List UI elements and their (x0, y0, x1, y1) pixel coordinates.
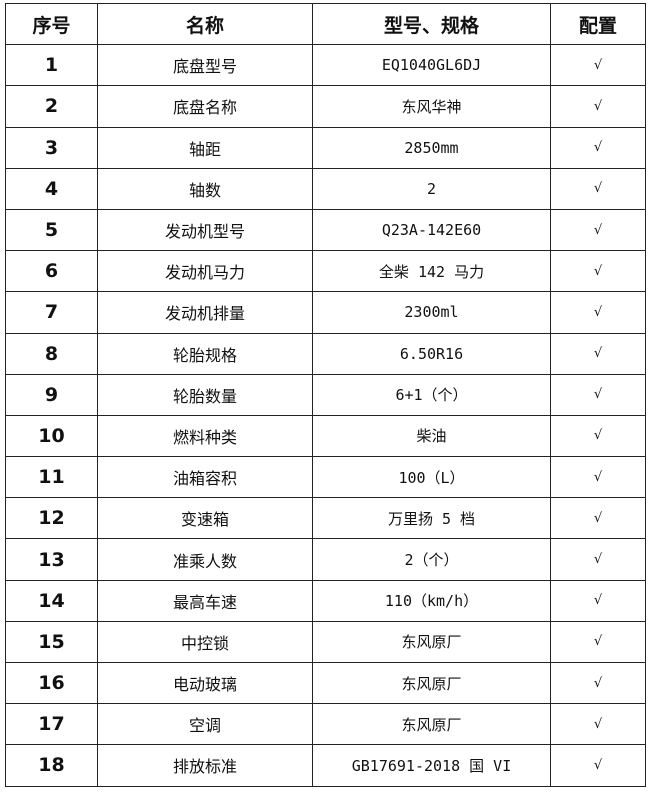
table-row: 7 发动机排量 2300ml √ (5, 291, 646, 334)
row-config-check: √ (550, 291, 646, 334)
row-name: 油箱容积 (97, 456, 313, 499)
table-row: 13 准乘人数 2（个） √ (5, 538, 646, 581)
row-spec: 6+1（个） (312, 373, 551, 416)
header-name: 名称 (97, 2, 313, 46)
row-number: 12 (5, 497, 98, 540)
row-config-check: √ (550, 744, 646, 787)
table-row: 9 轮胎数量 6+1（个） √ (5, 373, 646, 416)
row-config-check: √ (550, 85, 646, 128)
row-config-check: √ (550, 332, 646, 375)
row-number: 7 (5, 291, 98, 334)
row-number: 5 (5, 208, 98, 252)
row-number: 4 (5, 167, 98, 210)
table-row: 3 轴距 2850mm √ (5, 126, 646, 169)
row-number: 17 (5, 703, 98, 746)
row-name: 变速箱 (97, 497, 313, 540)
row-name: 发动机排量 (97, 291, 313, 334)
row-config-check: √ (550, 661, 646, 705)
table-row: 16 电动玻璃 东风原厂 √ (5, 661, 646, 705)
header-row: 序号 名称 型号、规格 配置 (5, 2, 646, 46)
row-spec: 东风华神 (312, 85, 551, 128)
row-spec: 万里扬 5 档 (312, 497, 551, 540)
row-config-check: √ (550, 703, 646, 746)
row-name: 底盘名称 (97, 85, 313, 128)
row-config-check: √ (550, 208, 646, 252)
row-spec: 2300ml (312, 291, 551, 334)
row-name: 轮胎数量 (97, 373, 313, 416)
row-number: 18 (5, 744, 98, 787)
row-number: 9 (5, 373, 98, 416)
row-spec: EQ1040GL6DJ (312, 44, 551, 87)
table-row: 17 空调 东风原厂 √ (5, 703, 646, 746)
table-row: 15 中控锁 东风原厂 √ (5, 620, 646, 664)
table-row: 4 轴数 2 √ (5, 167, 646, 210)
table-row: 14 最高车速 110（km/h） √ (5, 579, 646, 622)
table-row: 11 油箱容积 100（L） √ (5, 456, 646, 499)
header-spec: 型号、规格 (312, 2, 551, 46)
table-row: 2 底盘名称 东风华神 √ (5, 85, 646, 128)
row-name: 电动玻璃 (97, 661, 313, 705)
row-spec: 全柴 142 马力 (312, 250, 551, 293)
row-config-check: √ (550, 373, 646, 416)
row-spec: 2 (312, 167, 551, 210)
row-spec: 东风原厂 (312, 620, 551, 664)
row-config-check: √ (550, 579, 646, 622)
row-config-check: √ (550, 414, 646, 458)
row-spec: 6.50R16 (312, 332, 551, 375)
table-row: 6 发动机马力 全柴 142 马力 √ (5, 250, 646, 293)
row-config-check: √ (550, 250, 646, 293)
row-config-check: √ (550, 44, 646, 87)
row-number: 13 (5, 538, 98, 581)
row-config-check: √ (550, 167, 646, 210)
row-number: 3 (5, 126, 98, 169)
row-name: 准乘人数 (97, 538, 313, 581)
header-config: 配置 (550, 2, 646, 46)
row-name: 中控锁 (97, 620, 313, 664)
row-spec: 东风原厂 (312, 703, 551, 746)
row-number: 2 (5, 85, 98, 128)
row-spec: Q23A-142E60 (312, 208, 551, 252)
row-config-check: √ (550, 497, 646, 540)
table-row: 12 变速箱 万里扬 5 档 √ (5, 497, 646, 540)
row-name: 轮胎规格 (97, 332, 313, 375)
row-spec: 东风原厂 (312, 661, 551, 705)
row-name: 底盘型号 (97, 44, 313, 87)
table-row: 1 底盘型号 EQ1040GL6DJ √ (5, 44, 646, 87)
row-name: 轴距 (97, 126, 313, 169)
row-spec: 2850mm (312, 126, 551, 169)
row-name: 燃料种类 (97, 414, 313, 458)
row-config-check: √ (550, 538, 646, 581)
row-config-check: √ (550, 620, 646, 664)
table-row: 8 轮胎规格 6.50R16 √ (5, 332, 646, 375)
row-number: 11 (5, 456, 98, 499)
row-name: 发动机马力 (97, 250, 313, 293)
row-spec: 110（km/h） (312, 579, 551, 622)
header-no: 序号 (5, 2, 98, 46)
row-number: 14 (5, 579, 98, 622)
row-config-check: √ (550, 456, 646, 499)
row-number: 10 (5, 414, 98, 458)
row-number: 1 (5, 44, 98, 87)
spec-table: 序号 名称 型号、规格 配置 1 底盘型号 EQ1040GL6DJ √ 2 底盘名称 东风华… (5, 2, 646, 787)
row-spec: 柴油 (312, 414, 551, 458)
row-name: 发动机型号 (97, 208, 313, 252)
row-spec: GB17691-2018 国 VI (312, 744, 551, 787)
row-config-check: √ (550, 126, 646, 169)
row-number: 6 (5, 250, 98, 293)
row-spec: 2（个） (312, 538, 551, 581)
table-row: 5 发动机型号 Q23A-142E60 √ (5, 208, 646, 252)
row-name: 轴数 (97, 167, 313, 210)
row-number: 15 (5, 620, 98, 664)
row-number: 16 (5, 661, 98, 705)
row-name: 最高车速 (97, 579, 313, 622)
row-number: 8 (5, 332, 98, 375)
row-spec: 100（L） (312, 456, 551, 499)
table-row: 18 排放标准 GB17691-2018 国 VI √ (5, 744, 646, 787)
table-row: 10 燃料种类 柴油 √ (5, 414, 646, 458)
row-name: 空调 (97, 703, 313, 746)
row-name: 排放标准 (97, 744, 313, 787)
